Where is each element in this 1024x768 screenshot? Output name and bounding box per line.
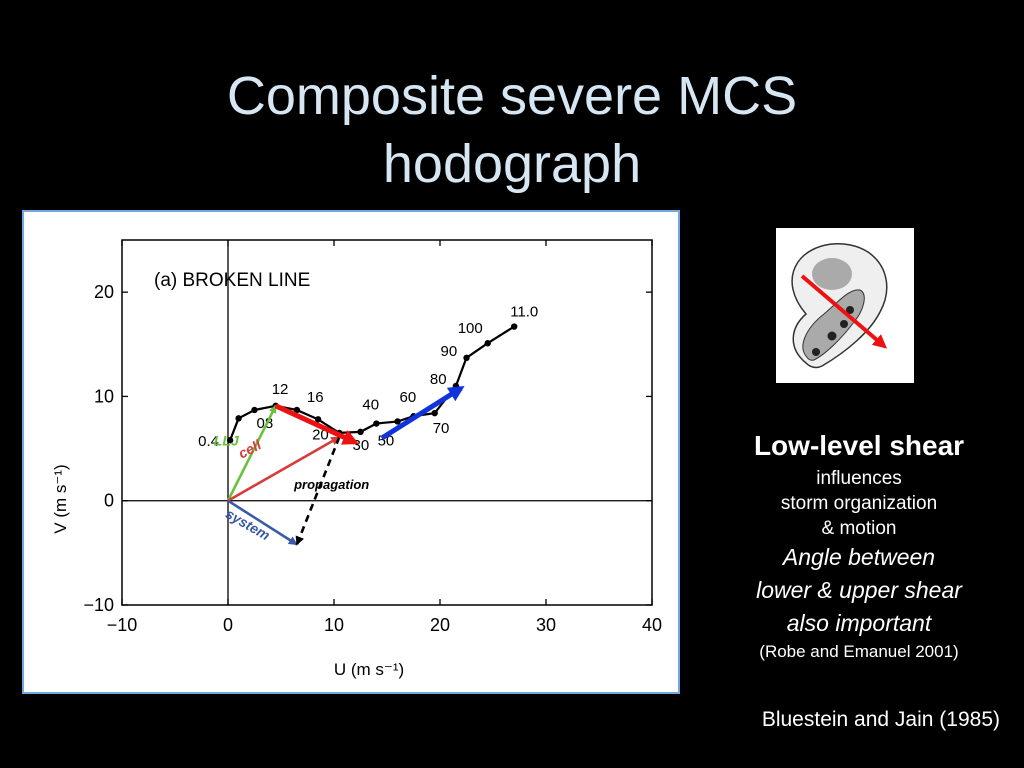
shear-arrow-inset: [800, 274, 888, 349]
y-tick-label: −10: [83, 595, 114, 615]
hodograph-point: [463, 354, 470, 362]
storm-core-1: [812, 348, 820, 356]
hodograph-point: [314, 416, 322, 423]
hodograph-point: [484, 340, 491, 347]
storm-core-4: [846, 306, 854, 314]
hodograph-point-label: 40: [362, 397, 379, 414]
y-tick-label: 10: [94, 386, 114, 406]
hodograph-point-label: 80: [430, 371, 447, 388]
LLJ-vector-label: LLJ: [214, 432, 240, 448]
x-tick-label: 30: [536, 615, 556, 635]
hodograph-point: [357, 428, 364, 436]
storm-cell-upper: [812, 258, 852, 290]
system-vector: [227, 499, 298, 546]
chart-ylabel: V (m s⁻¹): [51, 464, 70, 533]
x-tick-label: 10: [324, 615, 344, 635]
side-line-3: & motion: [821, 518, 897, 539]
side-italic-2: lower & upper shear: [756, 577, 962, 603]
hodograph-point: [511, 323, 518, 330]
hodograph-point-label: 70: [433, 420, 450, 437]
hodograph-point-label: 12: [272, 381, 289, 398]
hodograph-point-label: 0.4: [198, 433, 219, 450]
hodograph-point: [431, 409, 438, 417]
side-text-block: Low-level shear influences storm organiz…: [700, 430, 1018, 664]
chart-xlabel: U (m s⁻¹): [334, 660, 404, 679]
hodograph-point-label: 11.0: [510, 304, 538, 321]
cell-vector-label: cell: [236, 436, 265, 462]
shear-arrow: [380, 385, 465, 441]
y-tick-label: 0: [104, 491, 114, 511]
y-tick-label: 20: [94, 282, 114, 302]
side-italic-1: Angle between: [782, 544, 936, 570]
system-vector-label: system: [223, 505, 273, 543]
hodograph-point: [293, 406, 301, 414]
propagation-vector-label: propagation: [293, 477, 369, 492]
hodograph-point: [373, 420, 380, 427]
hodograph-point: [226, 437, 234, 444]
side-line-1: influences: [816, 468, 902, 489]
hodograph-point: [251, 406, 258, 414]
side-reference: (Robe and Emanuel 2001): [759, 642, 959, 661]
slide-title-line2: hodograph: [382, 134, 642, 194]
side-heading: Low-level shear: [753, 430, 965, 461]
storm-inset-diagram: [776, 228, 914, 383]
chart-title: (a) BROKEN LINE: [154, 270, 310, 291]
hodograph-point-label: 90: [441, 343, 458, 360]
hodograph-point-label: 16: [307, 389, 324, 406]
slide-title-line1: Composite severe MCS: [226, 66, 798, 126]
x-tick-label: 20: [430, 615, 450, 635]
hodograph-point-label: 60: [400, 389, 417, 406]
hodograph-point-label: 100: [458, 320, 483, 337]
x-tick-label: 40: [642, 615, 662, 635]
hodograph-point: [394, 418, 401, 425]
side-line-2: storm organization: [780, 493, 938, 514]
hodograph-figure: (a) BROKEN LINE V (m s⁻¹) U (m s⁻¹) −10 0…: [22, 210, 680, 694]
storm-core-3: [840, 320, 848, 328]
plot-frame: [121, 239, 653, 606]
shear-arrow: [274, 403, 359, 445]
slide-title: Composite severe MCS hodograph: [0, 62, 1024, 198]
hodograph-point: [235, 415, 242, 422]
x-tick-label: −10: [107, 615, 138, 635]
hodograph-line: [229, 325, 515, 441]
x-tick-label: 0: [223, 615, 233, 635]
storm-core-2: [827, 331, 837, 341]
side-italic-3: also important: [786, 610, 932, 636]
propagation-vector: [295, 436, 341, 546]
cell-vector: [227, 435, 341, 502]
citation: Bluestein and Jain (1985): [761, 708, 1000, 731]
hodograph-point-label: 30: [353, 437, 370, 454]
LLJ-vector: [226, 404, 277, 502]
hodograph-chart: (a) BROKEN LINE V (m s⁻¹) U (m s⁻¹) −10 0…: [51, 239, 662, 679]
